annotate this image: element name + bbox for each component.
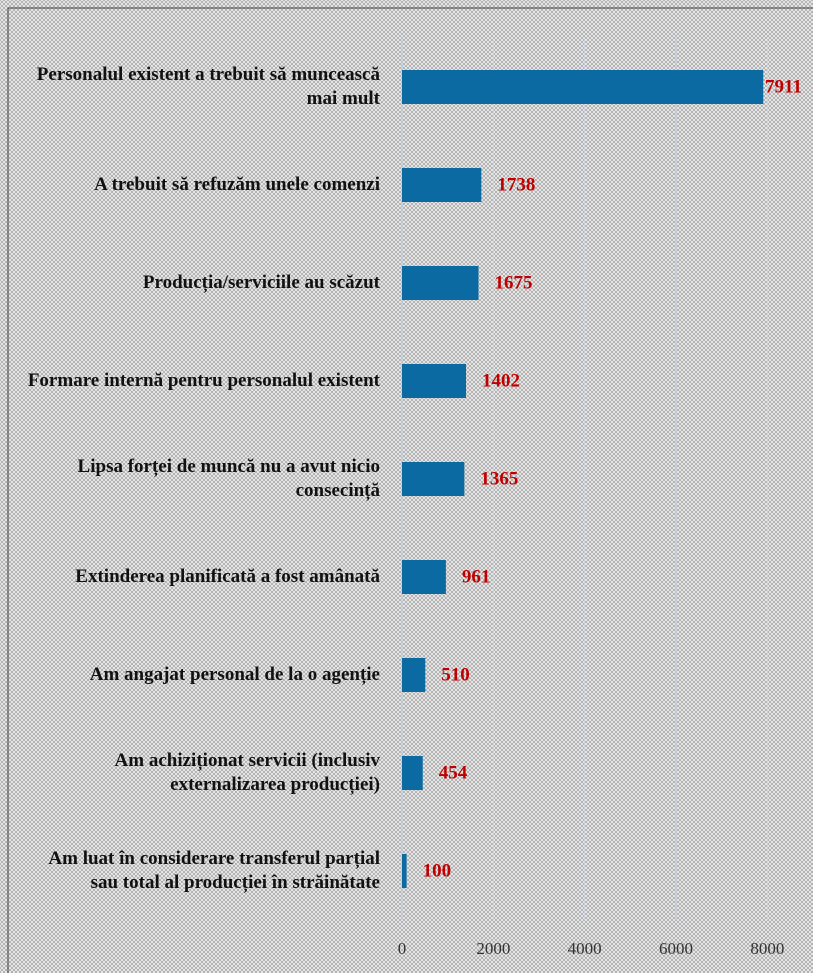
value-label: 1738 — [497, 174, 535, 195]
category-label: Am angajat personal de la o agenție — [89, 664, 380, 685]
x-tick-label: 8000 — [750, 939, 784, 958]
x-tick-label: 4000 — [568, 939, 602, 958]
bar — [402, 756, 423, 790]
value-label: 1365 — [480, 468, 518, 489]
category-label: Producția/serviciile au scăzut — [142, 272, 380, 293]
value-label: 7911 — [765, 76, 802, 97]
value-label: 1675 — [494, 272, 532, 293]
bar — [402, 266, 479, 300]
value-label: 510 — [441, 664, 470, 685]
x-tick-label: 2000 — [476, 939, 510, 958]
value-label: 961 — [462, 566, 491, 587]
bar — [402, 364, 467, 398]
bar — [402, 658, 426, 692]
category-label: Am luat în considerare transferul parția… — [48, 848, 380, 893]
category-label: Lipsa forței de muncă nu a avut nicio co… — [77, 456, 380, 501]
bar — [402, 854, 407, 888]
category-label: Personalul existent a trebuit să munceas… — [36, 64, 380, 109]
bar — [402, 168, 482, 202]
category-label: Extinderea planificată a fost amânată — [75, 566, 380, 587]
border — [7, 7, 813, 973]
category-label: Formare internă pentru personalul existe… — [27, 370, 380, 391]
x-tick-label: 6000 — [659, 939, 693, 958]
value-label: 100 — [423, 860, 452, 881]
bar — [402, 70, 764, 104]
bar — [402, 462, 465, 496]
value-label: 454 — [439, 762, 468, 783]
bar — [402, 560, 446, 594]
category-label: A trebuit să refuzăm unele comenzi — [94, 174, 380, 195]
category-label: Am achiziționat servicii (inclusiv exter… — [114, 750, 380, 795]
value-label: 1402 — [482, 370, 520, 391]
x-tick-label: 0 — [398, 939, 407, 958]
